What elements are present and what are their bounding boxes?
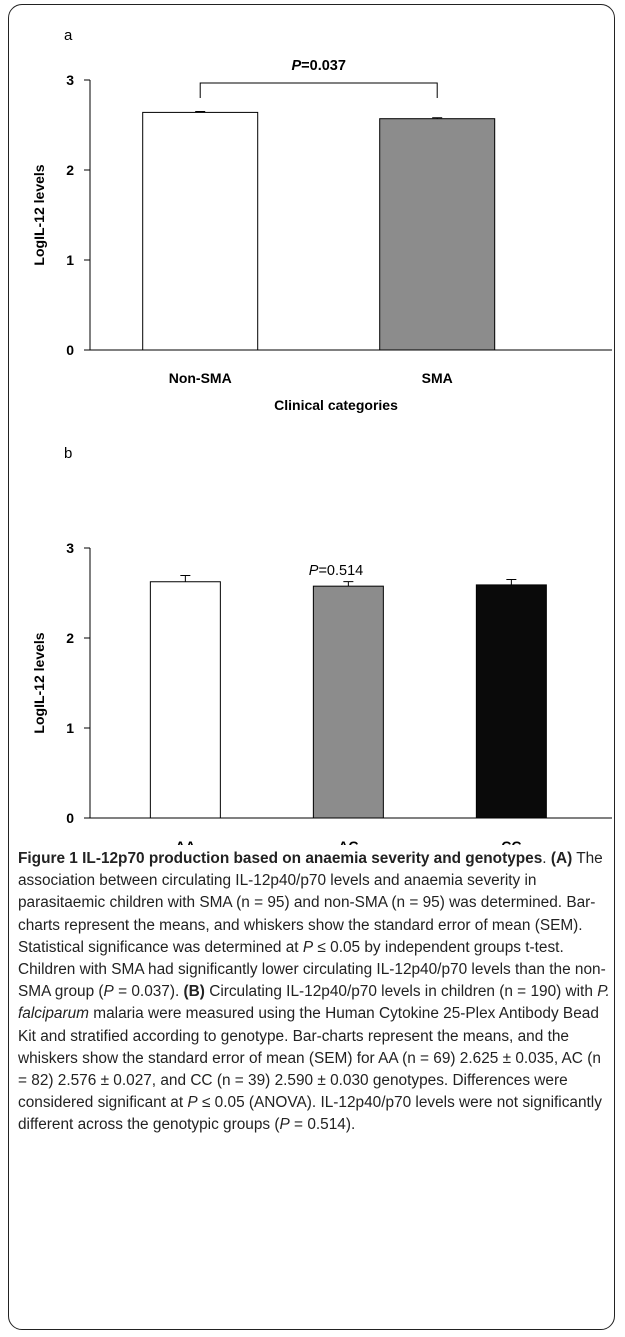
annotation: P=0.037 (291, 58, 345, 74)
bar (149, 581, 221, 819)
x-tick-label: CC (501, 838, 521, 845)
y-tick-label: 0 (66, 342, 74, 358)
y-tick-label: 0 (66, 810, 74, 826)
x-tick-label: Non-SMA (169, 370, 232, 386)
caption-text: . (542, 850, 551, 867)
charts: a 0 1 2 3 LogIL-12 levels Non-SMA SMA Clinical c… (31, 27, 612, 845)
y-tick-label: 1 (66, 720, 74, 736)
caption-text: ≤ 0.05 (ANOVA). IL-12p40/p70 levels were… (18, 1094, 602, 1134)
error-bar (180, 574, 191, 582)
panel-label: a (64, 27, 73, 44)
y-axis-label: LogIL-12 levels (31, 164, 47, 265)
y-tick-label: 2 (66, 630, 74, 646)
caption-text: (B) (183, 983, 205, 1001)
annotation-part: P (309, 563, 319, 579)
error-bar (343, 581, 354, 587)
error-bar (195, 111, 206, 113)
figure-frame (8, 4, 615, 1330)
x-tick-label: SMA (422, 370, 453, 386)
y-tick-label: 1 (66, 252, 74, 268)
bar (142, 111, 259, 351)
caption-text: P (302, 938, 314, 956)
y-axis-label: LogIL-12 levels (31, 632, 47, 733)
error-bar (506, 579, 517, 585)
y-tick-label: 3 (66, 540, 74, 556)
error-bar (432, 117, 443, 119)
caption-text: The association between circulating IL-1… (18, 850, 603, 956)
x-tick-label: AA (175, 838, 195, 845)
caption-text: P. falciparum (18, 983, 610, 1023)
panel-label: b (64, 445, 72, 462)
y-tick-label: 3 (66, 72, 74, 88)
caption-text: Circulating IL-12p40/p70 levels in child… (204, 983, 598, 1001)
x-tick-label: AC (338, 838, 358, 845)
figure-caption: Figure 1 IL-12p70 production based on an… (18, 848, 612, 1137)
y-tick-label: 2 (66, 162, 74, 178)
caption-text: = 0.514). (289, 1116, 356, 1134)
caption-text: P (279, 1116, 290, 1134)
annotation-part: =0.037 (301, 58, 346, 74)
annotation: P=0.514 (309, 563, 363, 579)
bar (312, 585, 384, 819)
caption-text: malaria were measured using the Human Cy… (18, 1005, 601, 1112)
caption-text: = 0.037). (113, 983, 184, 1001)
caption-text: P (187, 1094, 198, 1112)
caption-title: Figure 1 IL-12p70 production based on an… (18, 850, 543, 867)
caption-text: (A) (550, 850, 573, 867)
annotation-part: =0.514 (318, 563, 363, 579)
bar (475, 584, 547, 819)
x-axis-label: Clinical categories (274, 397, 398, 413)
caption-text: P (103, 983, 114, 1001)
bar (379, 118, 496, 351)
annotation-part: P (291, 58, 301, 74)
caption-text: ≤ 0.05 by independent groups t-test. Chi… (18, 938, 606, 1001)
significance-bracket (199, 82, 438, 98)
